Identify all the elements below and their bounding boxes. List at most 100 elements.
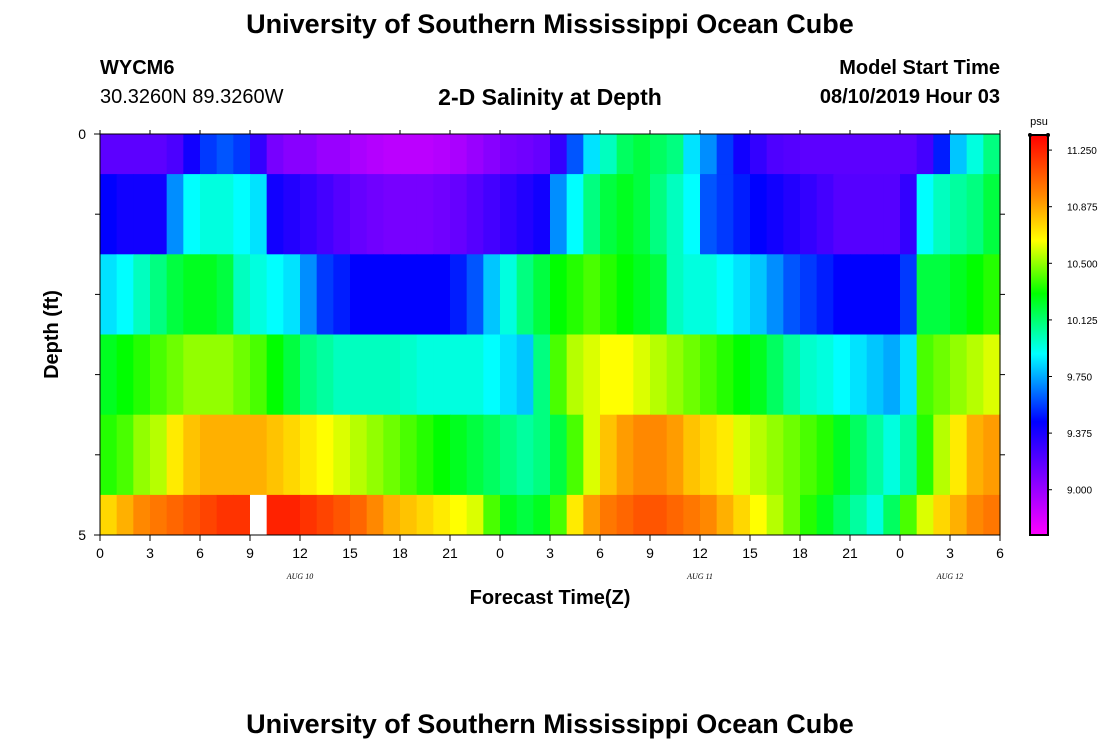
- heatmap-cell: [683, 254, 701, 335]
- heatmap-cell: [583, 414, 601, 496]
- heatmap-cell: [216, 494, 234, 536]
- heatmap-cell: [233, 174, 251, 255]
- heatmap-cell: [683, 334, 701, 416]
- heatmap-cell: [250, 494, 268, 536]
- heatmap-cell: [466, 334, 484, 416]
- heatmap-cell: [400, 334, 418, 416]
- heatmap-cell: [883, 414, 901, 496]
- heatmap-cell: [833, 494, 851, 536]
- heatmap-cell: [283, 254, 301, 335]
- heatmap-cell: [183, 174, 201, 255]
- heatmap-cell: [483, 254, 501, 335]
- heatmap-cell: [700, 134, 718, 175]
- heatmap-cell: [566, 134, 584, 175]
- heatmap-cell: [233, 414, 251, 496]
- heatmap-cell: [716, 174, 734, 255]
- heatmap-cell: [650, 174, 668, 255]
- heatmap-cell: [150, 494, 168, 536]
- heatmap-cell: [666, 334, 684, 416]
- heatmap-cell: [100, 494, 118, 536]
- heatmap-cell: [533, 494, 551, 536]
- heatmap-cell: [250, 414, 268, 496]
- heatmap-cell: [250, 134, 268, 175]
- heatmap-cell: [566, 254, 584, 335]
- heatmap-cell: [600, 494, 618, 536]
- heatmap-cell: [883, 254, 901, 335]
- heatmap-cell: [733, 134, 751, 175]
- heatmap-cell: [750, 494, 768, 536]
- heatmap-cell: [983, 174, 1001, 255]
- heatmap-cell: [833, 134, 851, 175]
- heatmap-cell: [900, 174, 918, 255]
- heatmap-cell: [166, 414, 184, 496]
- heatmap-cell: [633, 174, 651, 255]
- x-tick-label: 9: [246, 545, 254, 561]
- heatmap-cells: [100, 134, 1001, 536]
- heatmap-cell: [166, 134, 184, 175]
- heatmap-cell: [483, 174, 501, 255]
- heatmap-cell: [600, 334, 618, 416]
- heatmap-cell: [716, 334, 734, 416]
- heatmap-cell: [933, 334, 951, 416]
- heatmap-cell: [700, 174, 718, 255]
- colorbar-tick-label: 9.750: [1067, 373, 1092, 384]
- heatmap-cell: [666, 174, 684, 255]
- heatmap-cell: [450, 334, 468, 416]
- heatmap-cell: [183, 254, 201, 335]
- heatmap-cell: [216, 254, 234, 335]
- heatmap-cell: [866, 174, 884, 255]
- heatmap-cell: [300, 414, 318, 496]
- heatmap-cell: [616, 414, 634, 496]
- heatmap-cell: [650, 254, 668, 335]
- heatmap-cell: [983, 134, 1001, 175]
- heatmap-cell: [500, 254, 518, 335]
- heatmap-cell: [550, 334, 568, 416]
- heatmap-cell: [916, 334, 934, 416]
- heatmap-cell: [200, 494, 218, 536]
- colorbar-unit-label: psu: [1030, 116, 1048, 128]
- heatmap-cell: [950, 494, 968, 536]
- colorbar-corner-marker: [1028, 133, 1032, 137]
- heatmap-cell: [533, 174, 551, 255]
- heatmap-cell: [716, 134, 734, 175]
- x-tick-label: 0: [896, 545, 904, 561]
- x-tick-label: 3: [146, 545, 154, 561]
- heatmap-cell: [666, 134, 684, 175]
- heatmap-cell: [133, 254, 151, 335]
- x-tick-label: 12: [292, 545, 308, 561]
- heatmap-cell: [816, 174, 834, 255]
- heatmap-cell: [433, 254, 451, 335]
- heatmap-cell: [883, 174, 901, 255]
- heatmap-cell: [516, 134, 534, 175]
- heatmap-cell: [333, 174, 351, 255]
- heatmap-cell: [966, 494, 984, 536]
- heatmap-cell: [516, 494, 534, 536]
- heatmap-cell: [416, 254, 434, 335]
- heatmap-cell: [316, 334, 334, 416]
- heatmap-cell: [833, 334, 851, 416]
- heatmap-cell: [883, 134, 901, 175]
- heatmap-cell: [450, 414, 468, 496]
- heatmap-cell: [850, 494, 868, 536]
- heatmap-cell: [300, 134, 318, 175]
- heatmap-cell: [716, 494, 734, 536]
- heatmap-cell: [316, 414, 334, 496]
- heatmap-cell: [100, 334, 118, 416]
- heatmap-cell: [666, 494, 684, 536]
- heatmap-cell: [116, 134, 134, 175]
- heatmap-cell: [383, 134, 401, 175]
- heatmap-cell: [483, 334, 501, 416]
- heatmap-cell: [866, 414, 884, 496]
- heatmap-cell: [683, 174, 701, 255]
- heatmap-cell: [300, 254, 318, 335]
- heatmap-cell: [516, 174, 534, 255]
- heatmap-cell: [283, 134, 301, 175]
- heatmap-cell: [650, 414, 668, 496]
- heatmap-cell: [950, 334, 968, 416]
- footer-title: University of Southern Mississippi Ocean…: [246, 709, 854, 739]
- heatmap-cell: [400, 414, 418, 496]
- heatmap-cell: [416, 494, 434, 536]
- heatmap-cell: [983, 254, 1001, 335]
- heatmap-cell: [816, 414, 834, 496]
